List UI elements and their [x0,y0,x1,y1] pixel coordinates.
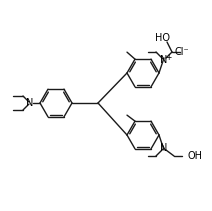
Text: N: N [160,55,168,65]
Text: N: N [160,143,168,153]
Text: +: + [165,53,171,61]
Text: HO: HO [155,33,170,43]
Text: OH: OH [187,151,202,161]
Text: Cl⁻: Cl⁻ [175,47,189,57]
Text: N: N [26,98,34,108]
